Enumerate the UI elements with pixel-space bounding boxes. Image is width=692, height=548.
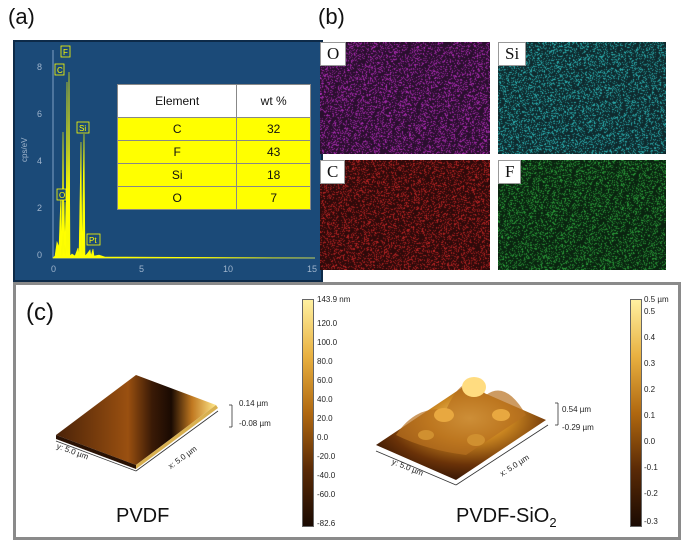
ytick-8: 8 (37, 62, 42, 72)
sio2-scale-tick: -0.3 (644, 517, 658, 526)
table-row: Si 18 (116, 163, 311, 187)
sio2-sample-sub: 2 (549, 515, 557, 530)
peak-label-f: F (60, 45, 71, 58)
pvdf-scale-tick: -82.6 (317, 519, 336, 528)
eds-ylabel: cps/eV (20, 137, 29, 162)
sio2-scale-ticks: 0.5 µm 0.5 0.4 0.3 0.2 0.1 0.0 -0.1 -0.2… (644, 295, 678, 531)
pvdf-scale-ticks: 143.9 nm 120.0 100.0 80.0 60.0 40.0 20.0… (317, 295, 357, 531)
afm-surface-pvdf-sio2 (375, 377, 559, 486)
table-row: O 7 (116, 186, 311, 210)
ytick-0: 0 (37, 250, 42, 260)
pvdf-color-scale (302, 299, 314, 527)
sio2-scale-tick: -0.1 (644, 463, 658, 472)
svg-text:Si: Si (79, 124, 86, 133)
map-si-label: Si (498, 42, 527, 66)
pvdf-sample-label: PVDF (116, 505, 170, 527)
xtick-10: 10 (223, 264, 233, 274)
eds-spectrum-trace (52, 71, 316, 259)
xtick-5: 5 (139, 264, 144, 274)
ytick-4: 4 (37, 156, 42, 166)
eds-spectrum-panel: 8 6 4 2 0 0 5 10 15 cps/eV F C Si O Pt E… (13, 40, 323, 282)
pvdf-scale-tick: 40.0 (317, 395, 333, 404)
map-f-label: F (498, 160, 522, 184)
ytick-6: 6 (37, 109, 42, 119)
map-o-label: O (320, 42, 347, 66)
sio2-sample-main: PVDF-SiO (456, 505, 550, 527)
table-cell-wt: 43 (236, 140, 311, 164)
table-cell-element: C (116, 117, 238, 141)
panel-label-a: (a) (8, 4, 35, 29)
map-c: C (320, 160, 490, 270)
svg-text:Pt: Pt (89, 236, 97, 245)
table-row: F 43 (116, 140, 311, 164)
sio2-scale-tick: 0.0 (644, 437, 656, 446)
map-o-noise (320, 42, 490, 154)
table-row: C 32 (116, 117, 311, 141)
pvdf-scale-tick: 0.0 (317, 433, 329, 442)
sio2-scale-tick: 0.1 (644, 411, 656, 420)
table-cell-wt: 32 (236, 117, 311, 141)
pvdf-scale-tick: 80.0 (317, 357, 333, 366)
sio2-scale-tick: -0.2 (644, 489, 658, 498)
composition-table: Element wt % C 32 F 43 Si 18 O 7 (116, 84, 311, 210)
sio2-scale-tick: 0.5 µm (644, 295, 669, 304)
peak-label-si: Si (76, 121, 90, 134)
pvdf-scale-tick: 143.9 nm (317, 295, 351, 304)
svg-text:O: O (59, 191, 65, 200)
peak-label-pt: Pt (86, 233, 101, 246)
svg-text:F: F (63, 48, 68, 57)
map-f: F (498, 160, 666, 270)
svg-text:C: C (57, 66, 63, 75)
sio2-zmax: 0.54 µm (562, 405, 592, 414)
sio2-zmin: -0.29 µm (562, 423, 594, 432)
ytick-2: 2 (37, 203, 42, 213)
table-cell-element: O (116, 186, 238, 210)
pvdf-scale-tick: 20.0 (317, 414, 333, 423)
table-header-element: Element (116, 84, 238, 118)
pvdf-zmin: -0.08 µm (239, 419, 271, 428)
map-o: O (320, 42, 490, 154)
sio2-sample-label: PVDF-SiO2 (456, 505, 557, 530)
pvdf-scale-tick: -60.0 (317, 490, 336, 499)
sio2-scale-tick: 0.2 (644, 385, 656, 394)
afm-panel: (c) 0.14 µm -0.08 µm y: 5.0 µm x: 5.0 µm… (13, 282, 681, 540)
table-cell-element: F (116, 140, 238, 164)
pvdf-zmax: 0.14 µm (239, 399, 269, 408)
peak-label-c: C (54, 63, 65, 76)
panel-label-b: (b) (318, 4, 345, 29)
pvdf-scale-tick: -20.0 (317, 452, 336, 461)
pvdf-scale-tick: 100.0 (317, 338, 338, 347)
xtick-0: 0 (51, 264, 56, 274)
table-cell-wt: 18 (236, 163, 311, 187)
eds-spectrum-chart: 8 6 4 2 0 0 5 10 15 cps/eV F C Si O Pt (20, 45, 317, 274)
sio2-scale-tick: 0.4 (644, 333, 656, 342)
table-cell-element: Si (116, 163, 238, 187)
map-c-label: C (320, 160, 346, 184)
sio2-scale-tick: 0.3 (644, 359, 656, 368)
pvdf-scale-tick: 120.0 (317, 319, 338, 328)
sio2-scale-tick: 0.5 (644, 307, 656, 316)
map-c-noise (320, 160, 490, 270)
xtick-15: 15 (307, 264, 317, 274)
panel-label-c: (c) (26, 299, 54, 326)
afm-surface-pvdf (55, 375, 233, 472)
table-cell-wt: 7 (236, 186, 311, 210)
sio2-color-scale (630, 299, 642, 527)
table-header-wt: wt % (236, 84, 311, 118)
pvdf-scale-tick: 60.0 (317, 376, 333, 385)
peak-label-o: O (56, 188, 67, 201)
map-si: Si (498, 42, 666, 154)
pvdf-scale-tick: -40.0 (317, 471, 336, 480)
map-f-noise (498, 160, 666, 270)
